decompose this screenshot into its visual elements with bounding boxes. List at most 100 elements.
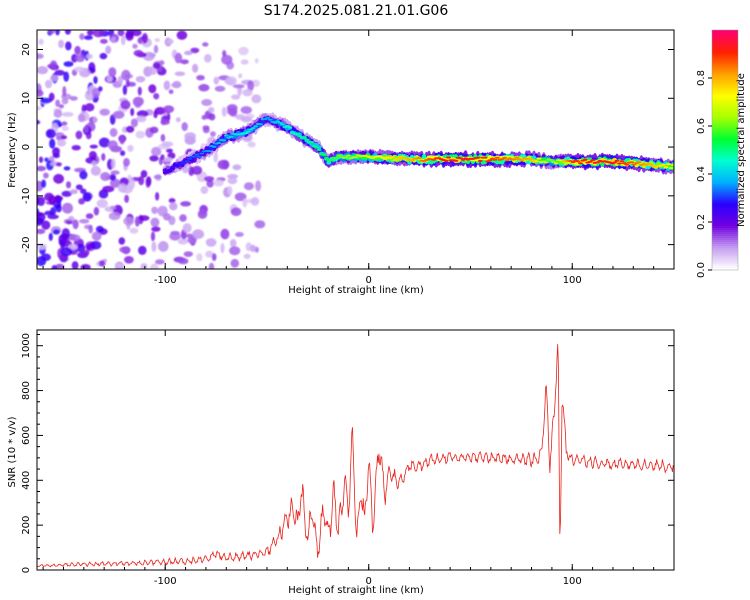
noise-blob [53, 229, 60, 235]
noise-blob [221, 106, 227, 117]
ridge-cell [223, 134, 229, 137]
noise-blob [135, 130, 146, 139]
noise-blob [98, 86, 103, 92]
noise-blob [120, 150, 126, 156]
ridge-cell [216, 142, 222, 144]
ridge-cell [575, 160, 581, 163]
colorbar-cell [712, 34, 738, 37]
colorbar-cell [712, 54, 738, 57]
noise-blob [213, 179, 224, 187]
noise-blob [133, 49, 144, 57]
noise-blob [149, 155, 159, 162]
noise-blob [198, 84, 210, 92]
ridge-cell [404, 157, 410, 160]
ridge-cell [280, 123, 285, 126]
ridge-cell [333, 156, 339, 159]
colorbar-cell [712, 136, 738, 139]
noise-blob [176, 30, 188, 40]
colorbar-cell [712, 166, 738, 169]
noise-blob [230, 258, 240, 268]
noise-blob [99, 52, 108, 60]
noise-blob [140, 263, 148, 269]
colorbar-cell [712, 110, 738, 113]
colorbar-label: Normalized spectral amplitude [736, 73, 747, 227]
ridge-cell [243, 132, 249, 135]
noise-blob [48, 195, 57, 206]
noise-blob [37, 120, 41, 125]
noise-blob [75, 54, 85, 63]
x-tick-label: 100 [563, 576, 582, 587]
colorbar-cell [712, 40, 738, 43]
noise-blob [149, 126, 159, 134]
noise-blob [77, 113, 86, 123]
snr-plot-area [37, 330, 674, 570]
noise-blob [76, 243, 86, 253]
noise-blob [163, 80, 171, 91]
snr-line-series [37, 344, 674, 568]
ridge-cell [458, 157, 464, 160]
noise-blob [123, 255, 134, 264]
colorbar-cell [712, 96, 738, 99]
colorbar-cell [712, 58, 738, 61]
noise-blob [117, 183, 128, 193]
colorbar-cell [712, 38, 738, 41]
noise-blob [63, 71, 70, 82]
ridge-cell [277, 121, 283, 124]
noise-blob [80, 188, 87, 194]
noise-blob [109, 173, 117, 181]
ridge-cell [316, 148, 322, 151]
ridge-cell [661, 163, 666, 166]
colorbar-cell [712, 112, 738, 115]
ridge-cell [343, 156, 349, 159]
noise-blob [165, 148, 173, 153]
ridge-cell [665, 163, 671, 166]
noise-blob [91, 160, 97, 167]
noise-blob [125, 31, 134, 41]
ridge-cell [253, 125, 258, 128]
noise-blob [208, 262, 215, 269]
ridge-cell [353, 156, 359, 159]
ridge-cell [553, 162, 559, 165]
noise-blob [72, 219, 79, 230]
ridge-cell [221, 139, 227, 142]
colorbar-cell [712, 202, 738, 205]
noise-blob [192, 229, 205, 240]
noise-blob [175, 117, 181, 123]
ridge-cell [245, 130, 251, 133]
noise-blob [247, 141, 256, 148]
noise-blob [117, 75, 124, 85]
colorbar-cell [712, 258, 738, 261]
noise-blob [56, 139, 67, 147]
noise-blob [191, 165, 203, 175]
noise-blob [232, 164, 242, 171]
noise-blob [48, 92, 55, 102]
noise-blob [86, 243, 92, 251]
noise-blob [64, 30, 71, 35]
colorbar-cell [712, 160, 738, 163]
colorbar-cell [712, 42, 738, 45]
noise-blob [65, 41, 72, 51]
noise-blob [169, 202, 178, 211]
noise-blob [41, 253, 51, 261]
colorbar-cell [712, 182, 738, 185]
noise-blob [201, 114, 207, 120]
colorbar-cell [712, 214, 738, 217]
spectrogram-noise [37, 30, 266, 269]
colorbar-cell [712, 262, 738, 265]
ridge-cell [258, 123, 263, 126]
ridge-cell [294, 133, 300, 136]
noise-blob [37, 106, 42, 111]
noise-blob [163, 213, 171, 221]
colorbar-cell [712, 50, 738, 53]
colorbar-cell [712, 184, 738, 187]
noise-blob [105, 45, 112, 54]
noise-blob [184, 132, 196, 140]
noise-blob [146, 176, 152, 187]
spectrogram-plot-area [37, 30, 674, 269]
colorbar-cell [712, 46, 738, 49]
noise-blob [200, 187, 209, 193]
ridge-cell [287, 126, 293, 129]
ridge-cell [248, 128, 254, 131]
noise-blob [235, 232, 244, 237]
spectrogram-heatmap [37, 30, 674, 269]
